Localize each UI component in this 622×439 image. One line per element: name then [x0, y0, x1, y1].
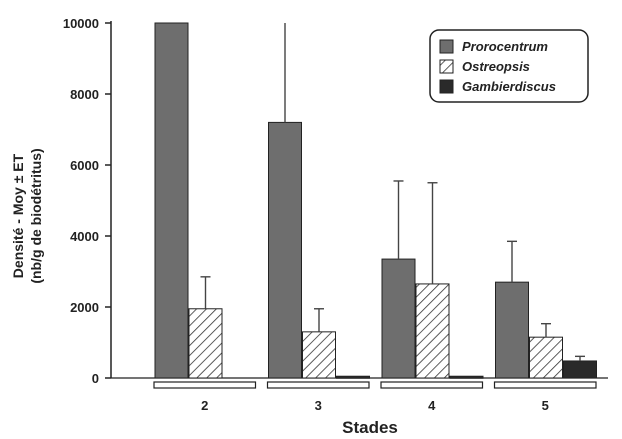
legend-label-gambierdiscus: Gambierdiscus [462, 79, 556, 94]
bar-ostreopsis-stade-2 [188, 308, 223, 379]
bar-ostreopsis-stade-5 [529, 336, 563, 379]
x-group-bracket [266, 381, 370, 389]
legend: Prorocentrum Ostreopsis Gambierdiscus [429, 29, 589, 103]
error-bars [200, 23, 585, 361]
legend-label-prorocentrum: Prorocentrum [462, 39, 548, 54]
error-bar-ostreopsis-stade-4 [427, 182, 438, 284]
bars [154, 22, 597, 379]
y-axis-title: Densité - Moy ± ET [10, 153, 26, 278]
x-tick-label: 2 [201, 398, 208, 413]
bar-gambierdiscus-stade-4 [449, 375, 484, 379]
error-bar-prorocentrum-stade-5 [507, 240, 517, 283]
x-tick-label: 4 [428, 398, 436, 413]
error-bar-prorocentrum-stade-4 [393, 180, 404, 260]
error-bar-ostreopsis-stade-5 [541, 322, 551, 338]
legend-swatch-ostreopsis [439, 59, 454, 74]
bar-prorocentrum-stade-5 [495, 281, 529, 379]
bar-prorocentrum-stade-3 [268, 121, 302, 379]
error-bar-gambierdiscus-stade-5 [575, 355, 585, 361]
legend-box [429, 29, 589, 103]
bar-gambierdiscus-stade-3 [336, 375, 370, 379]
y-axis-subtitle: (nb/g de biodétritus) [28, 148, 44, 283]
error-bar-ostreopsis-stade-3 [314, 308, 324, 332]
legend-swatch-prorocentrum [439, 39, 454, 54]
x-group-bracket [380, 381, 484, 389]
x-tick-label: 3 [315, 398, 322, 413]
bar-prorocentrum-stade-4 [381, 258, 416, 379]
x-group-bracket [493, 381, 597, 389]
bar-prorocentrum-stade-2 [154, 22, 189, 379]
bar-ostreopsis-stade-4 [415, 283, 450, 379]
bar-gambierdiscus-stade-5 [563, 360, 597, 379]
y-tick-label: 6000 [70, 158, 99, 173]
y-tick-label: 10000 [63, 16, 99, 31]
y-tick-label: 0 [92, 371, 99, 386]
legend-swatch-gambierdiscus [439, 79, 454, 94]
tick-labels: 0 2000 4000 6000 8000 10000 2 3 4 5 [63, 16, 549, 413]
x-tick-label: 5 [542, 398, 549, 413]
y-tick-label: 2000 [70, 300, 99, 315]
y-tick-label: 4000 [70, 229, 99, 244]
legend-label-ostreopsis: Ostreopsis [462, 59, 530, 74]
x-axis-title: Stades [342, 418, 398, 437]
error-bar-ostreopsis-stade-2 [200, 276, 211, 309]
bar-ostreopsis-stade-3 [302, 331, 336, 379]
x-group-bracket [153, 381, 257, 389]
y-tick-label: 8000 [70, 87, 99, 102]
